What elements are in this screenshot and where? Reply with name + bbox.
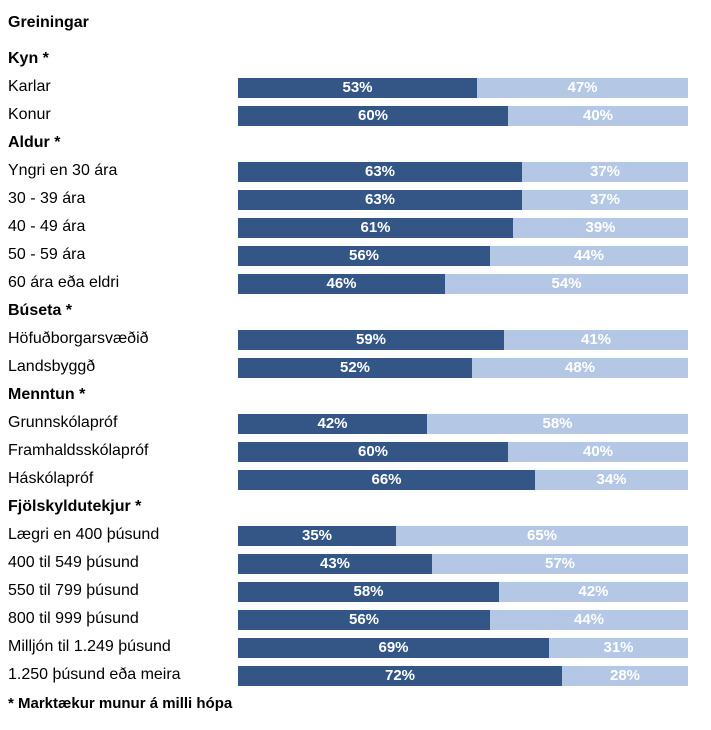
- data-label: 54%: [551, 275, 582, 292]
- bar-segment-second: [472, 358, 688, 378]
- bar-segment-first: [238, 330, 504, 350]
- data-label: 31%: [603, 639, 634, 656]
- bar-segment-second: [562, 666, 688, 686]
- row-label: Karlar: [8, 78, 51, 95]
- bar-segment-first: [238, 106, 508, 126]
- bar-segment-second: [445, 274, 688, 294]
- data-label: 44%: [573, 247, 605, 264]
- data-label: 48%: [564, 359, 596, 376]
- row-label: Lægri en 400 þúsund: [8, 526, 160, 543]
- data-label: 61%: [360, 219, 391, 236]
- bar-segment-first: [238, 358, 472, 378]
- data-label: 39%: [585, 219, 616, 236]
- bar-segment-second: [549, 638, 688, 658]
- row-label: 50 - 59 ára: [8, 246, 86, 263]
- bar-segment-second: [504, 330, 688, 350]
- row-label: 1.250 þúsund eða meira: [8, 666, 181, 683]
- row-label: 400 til 549 þúsund: [8, 554, 139, 571]
- data-label: 60%: [357, 443, 389, 460]
- bar-segment-first: [238, 554, 432, 574]
- row-label: Yngri en 30 ára: [8, 162, 118, 179]
- data-label: 37%: [589, 191, 621, 208]
- data-label: 56%: [348, 611, 380, 628]
- bar-segment-first: [238, 526, 396, 546]
- row-label: 30 - 39 ára: [8, 190, 86, 207]
- bar-segment-second: [508, 106, 688, 126]
- group-label: Aldur *: [8, 134, 61, 151]
- bar-segment-first: [238, 162, 522, 182]
- data-label: 44%: [573, 611, 605, 628]
- data-label: 42%: [317, 415, 348, 432]
- group-label: Kyn *: [8, 50, 49, 67]
- bar-segment-second: [490, 610, 688, 630]
- data-label: 65%: [526, 527, 558, 544]
- data-label: 53%: [342, 79, 373, 96]
- bar-segment-second: [535, 470, 688, 490]
- row-label: Grunnskólapróf: [8, 414, 118, 431]
- bar-segment-first: [238, 246, 490, 266]
- bar-segment-first: [238, 610, 490, 630]
- data-label: 40%: [582, 443, 614, 460]
- data-label: 46%: [326, 275, 357, 292]
- group-label: Fjölskyldutekjur *: [8, 498, 142, 515]
- group-label: Búseta *: [8, 302, 73, 319]
- data-label: 60%: [357, 107, 389, 124]
- chart-title: Greiningar: [8, 14, 89, 31]
- data-label: 72%: [384, 667, 416, 684]
- row-label: Höfuðborgarsvæðið: [8, 330, 149, 347]
- data-label: 35%: [301, 527, 333, 544]
- bar-segment-second: [490, 246, 688, 266]
- chart-footnote: * Marktækur munur á milli hópa: [8, 695, 233, 712]
- bar-segment-first: [238, 218, 513, 238]
- bar-segment-second: [432, 554, 688, 574]
- data-label: 59%: [355, 331, 387, 348]
- row-label: Landsbyggð: [8, 358, 96, 375]
- bar-segment-second: [513, 218, 688, 238]
- row-label: 550 til 799 þúsund: [8, 582, 139, 599]
- data-label: 56%: [348, 247, 380, 264]
- data-label: 28%: [609, 667, 641, 684]
- bar-segment-first: [238, 190, 522, 210]
- bar-segment-first: [238, 414, 427, 434]
- bar-segment-first: [238, 470, 535, 490]
- row-label: 60 ára eða eldri: [8, 274, 120, 291]
- data-label: 69%: [378, 639, 409, 656]
- bar-segment-second: [522, 190, 688, 210]
- data-label: 52%: [339, 359, 371, 376]
- bar-segment-first: [238, 78, 477, 98]
- data-label: 66%: [371, 471, 402, 488]
- data-label: 40%: [582, 107, 614, 124]
- row-label: Milljón til 1.249 þúsund: [8, 638, 171, 655]
- bar-segment-second: [396, 526, 688, 546]
- data-label: 41%: [580, 331, 612, 348]
- row-label: 40 - 49 ára: [8, 218, 86, 235]
- data-label: 63%: [364, 191, 396, 208]
- row-label: Háskólapróf: [8, 470, 94, 487]
- row-label: Framhaldsskólapróf: [8, 442, 149, 459]
- bar-segment-first: [238, 274, 445, 294]
- row-label: Konur: [8, 106, 51, 123]
- bar-segment-second: [499, 582, 688, 602]
- data-label: 58%: [542, 415, 573, 432]
- data-label: 34%: [596, 471, 627, 488]
- bar-segment-second: [477, 78, 688, 98]
- data-label: 43%: [319, 555, 351, 572]
- data-label: 37%: [589, 163, 621, 180]
- data-label: 57%: [544, 555, 576, 572]
- bar-segment-second: [522, 162, 688, 182]
- bar-segment-first: [238, 582, 499, 602]
- bar-segment-second: [508, 442, 688, 462]
- data-label: 58%: [353, 583, 384, 600]
- data-label: 42%: [578, 583, 609, 600]
- bar-segment-second: [427, 414, 688, 434]
- group-label: Menntun *: [8, 386, 86, 403]
- bar-segment-first: [238, 638, 549, 658]
- data-label: 63%: [364, 163, 396, 180]
- bar-segment-first: [238, 442, 508, 462]
- row-label: 800 til 999 þúsund: [8, 610, 139, 627]
- bar-segment-first: [238, 666, 562, 686]
- data-label: 47%: [567, 79, 598, 96]
